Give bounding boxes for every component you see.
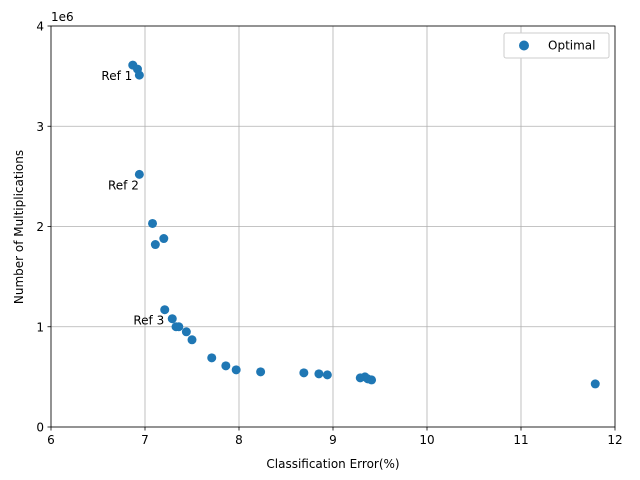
x-axis-label: Classification Error(%)	[266, 457, 399, 471]
x-tick-label: 10	[419, 433, 434, 447]
data-point	[231, 365, 241, 375]
annotation-label: Ref 2	[108, 178, 139, 192]
data-point	[367, 375, 377, 385]
y-tick-label: 1	[36, 320, 44, 334]
data-point	[322, 370, 332, 380]
data-point	[314, 369, 324, 379]
data-point	[134, 70, 144, 80]
data-points	[128, 60, 600, 389]
data-point	[181, 327, 191, 337]
x-tick-label: 8	[235, 433, 243, 447]
data-point	[590, 379, 600, 389]
x-tick-label: 7	[141, 433, 149, 447]
y-axis-ticks: 0 1 2 3 4	[36, 20, 51, 435]
x-axis-ticks: 6 7 8 9 10 11 12	[47, 427, 623, 447]
data-point	[148, 218, 158, 228]
data-point	[150, 240, 160, 250]
legend-marker	[519, 40, 529, 51]
annotation-label: Ref 3	[133, 314, 164, 328]
legend-box	[503, 32, 610, 59]
data-point	[207, 353, 217, 363]
data-point	[174, 322, 184, 332]
y-tick-label: 3	[36, 120, 44, 134]
data-point	[221, 361, 231, 371]
data-point	[187, 335, 197, 345]
y-tick-label: 4	[36, 20, 44, 34]
data-point	[167, 314, 177, 324]
data-point	[159, 234, 169, 244]
y-axis-label: Number of Multiplications	[12, 150, 26, 304]
legend-label: Optimal	[548, 39, 595, 53]
data-point	[134, 169, 144, 179]
y-tick-label: 2	[36, 220, 44, 234]
legend: Optimal	[503, 32, 610, 59]
y-tick-label: 0	[36, 421, 44, 435]
x-tick-label: 6	[47, 433, 55, 447]
x-tick-label: 9	[329, 433, 337, 447]
data-point	[299, 368, 309, 378]
x-tick-label: 12	[607, 433, 622, 447]
data-point	[160, 305, 170, 315]
data-point	[256, 367, 266, 377]
annotations: Ref 1 Ref 2 Ref 3	[101, 69, 164, 328]
annotation-label: Ref 1	[101, 69, 132, 83]
x-tick-label: 11	[513, 433, 528, 447]
y-axis-offset-label: 1e6	[51, 10, 74, 24]
